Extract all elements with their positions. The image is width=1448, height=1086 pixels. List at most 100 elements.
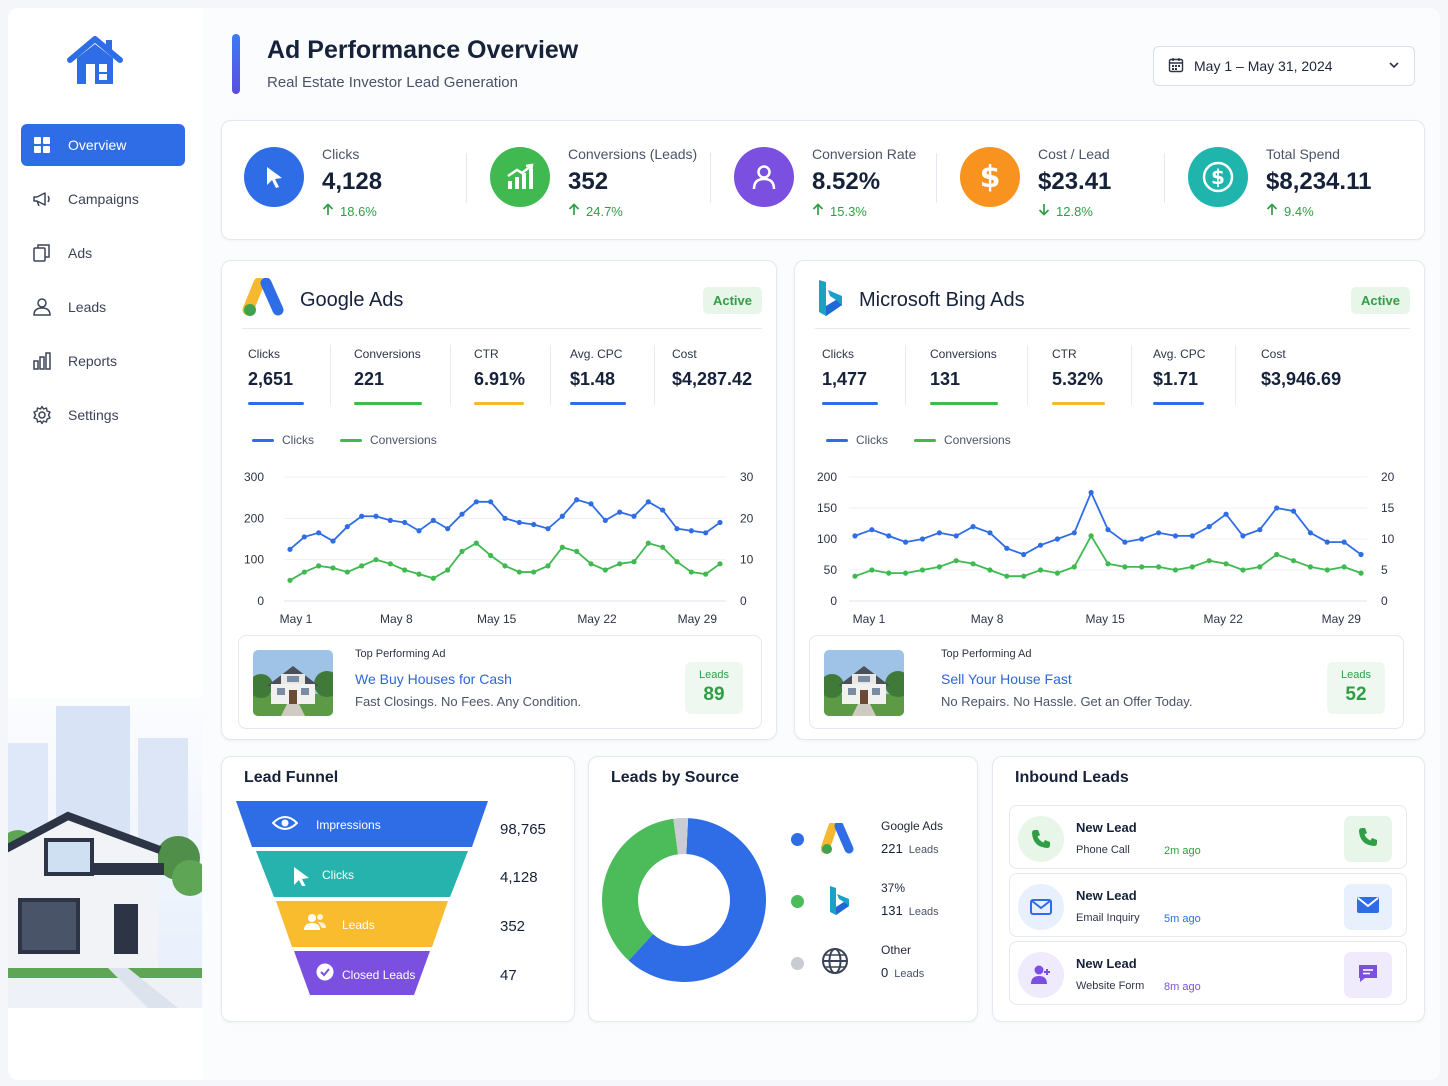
- data-point: [387, 517, 393, 523]
- data-point: [473, 499, 479, 505]
- funnel-segment: [236, 801, 488, 847]
- leads-label: Leads: [699, 669, 729, 681]
- date-range-picker[interactable]: May 1 – May 31, 2024: [1153, 46, 1415, 86]
- kpi-change: 18.6%: [322, 203, 377, 219]
- data-point: [287, 577, 293, 583]
- data-point: [488, 499, 494, 505]
- top-performing-ad[interactable]: Top Performing Ad Sell Your House Fast No …: [809, 635, 1404, 729]
- house-logo-icon[interactable]: [66, 34, 124, 93]
- funnel-stage-impressions[interactable]: Impressions: [236, 801, 488, 847]
- data-point: [1257, 527, 1263, 533]
- funnel-stage-leads[interactable]: Leads: [276, 901, 448, 947]
- funnel-stage-closed-leads[interactable]: Closed Leads: [294, 951, 430, 995]
- lead-title: New Lead: [1076, 888, 1137, 903]
- data-point: [886, 570, 892, 576]
- funnel-stage-clicks[interactable]: Clicks: [256, 851, 468, 897]
- data-point: [1122, 539, 1128, 545]
- sidebar-item-label: Campaigns: [68, 191, 139, 207]
- top-performing-ad[interactable]: Top Performing Ad We Buy Houses for Cash F…: [238, 635, 762, 729]
- data-point: [516, 569, 522, 575]
- bing-ads-card: Microsoft Bing Ads Active Clicks 1,477 Conve…: [794, 260, 1425, 740]
- data-point: [330, 565, 336, 571]
- data-point: [502, 563, 508, 569]
- lead-action-button[interactable]: [1344, 816, 1392, 862]
- metric-avg-cpc: Avg. CPC $1.71: [1153, 347, 1205, 405]
- data-point: [316, 563, 322, 569]
- data-point: [1172, 533, 1179, 539]
- data-point: [703, 571, 709, 577]
- metric-conversions: Conversions 131: [930, 347, 998, 405]
- kpi-change-value: 15.3%: [830, 203, 867, 219]
- y-right-tick: 30: [740, 470, 754, 484]
- chevron-down-icon: [1388, 58, 1400, 74]
- sidebar-item-campaigns[interactable]: Campaigns: [21, 178, 185, 220]
- people-icon: [304, 914, 326, 930]
- data-point: [1206, 558, 1212, 564]
- sidebar-item-ads[interactable]: Ads: [21, 232, 185, 274]
- kpi-conversion-rate: Conversion Rate 8.52% 15.3%: [712, 121, 952, 241]
- kpi-change: 15.3%: [812, 203, 867, 219]
- data-point: [1088, 489, 1094, 496]
- inbound-lead-row[interactable]: New Lead Website Form 8m ago: [1009, 941, 1407, 1005]
- app-window: Overview Campaigns Ads Leads Reports Settings: [8, 8, 1440, 1080]
- status-badge: Active: [1350, 287, 1410, 314]
- funnel-label: Impressions: [316, 818, 381, 832]
- top-ad-headline[interactable]: Sell Your House Fast: [941, 671, 1072, 687]
- data-point: [1307, 530, 1313, 536]
- google-ads-icon: [820, 821, 855, 860]
- data-point: [852, 533, 858, 539]
- data-point: [1139, 536, 1145, 542]
- sidebar-item-leads[interactable]: Leads: [21, 286, 185, 328]
- y-left-tick: 100: [817, 532, 837, 546]
- legend-label: Clicks: [856, 433, 888, 447]
- data-point: [316, 530, 322, 536]
- data-point: [645, 499, 651, 505]
- data-point: [1341, 539, 1347, 545]
- source-count-unit: Leads: [908, 844, 939, 856]
- x-tick: May 22: [1204, 612, 1244, 626]
- data-point: [1223, 511, 1229, 517]
- metric-underline: [474, 402, 524, 405]
- kpi-divider: [710, 153, 711, 203]
- lead-action-button[interactable]: [1344, 884, 1392, 930]
- top-ad-headline[interactable]: We Buy Houses for Cash: [355, 671, 512, 687]
- legend-swatch: [340, 438, 362, 442]
- kpi-label: Total Spend: [1266, 146, 1340, 162]
- platform-name: Google Ads: [300, 289, 404, 311]
- legend-swatch: [914, 438, 936, 442]
- kpi-value: 8.52%: [812, 168, 881, 195]
- growth-chart-icon: [490, 147, 550, 207]
- kpi-change-value: 24.7%: [586, 203, 623, 219]
- data-point: [1358, 551, 1364, 558]
- source-name: 37%: [881, 881, 906, 895]
- metric-label: CTR: [1052, 347, 1077, 361]
- data-point: [301, 534, 307, 540]
- data-point: [1290, 558, 1297, 564]
- data-point: [602, 517, 608, 523]
- sidebar-item-reports[interactable]: Reports: [21, 340, 185, 382]
- data-point: [1054, 570, 1060, 576]
- metric-ctr: CTR 5.32%: [1052, 347, 1105, 405]
- top-ad-label: Top Performing Ad: [941, 648, 1032, 660]
- inbound-lead-row[interactable]: New Lead Phone Call 2m ago: [1009, 805, 1407, 869]
- kpi-label: Cost / Lead: [1038, 146, 1110, 162]
- data-point: [559, 513, 565, 519]
- funnel-value: 98,765: [500, 821, 546, 838]
- y-left-tick: 150: [817, 501, 837, 515]
- metric-label: Conversions: [354, 347, 421, 361]
- y-right-tick: 10: [1381, 532, 1395, 546]
- donut-slice-other: [673, 818, 689, 855]
- metric-divider: [1235, 345, 1236, 405]
- metric-divider: [905, 345, 906, 405]
- lead-action-button[interactable]: [1344, 952, 1392, 998]
- data-point: [660, 544, 666, 550]
- sidebar-item-settings[interactable]: Settings: [21, 394, 185, 436]
- svg-text:$: $: [980, 161, 1001, 193]
- sidebar-item-overview[interactable]: Overview: [21, 124, 185, 166]
- data-point: [987, 567, 993, 573]
- metric-underline: [248, 402, 304, 405]
- funnel-chart: Impressions Clicks Leads Closed Leads: [236, 801, 488, 995]
- data-point: [1240, 567, 1246, 573]
- inbound-lead-row[interactable]: New Lead Email Inquiry 5m ago: [1009, 873, 1407, 937]
- metric-underline: [354, 402, 422, 405]
